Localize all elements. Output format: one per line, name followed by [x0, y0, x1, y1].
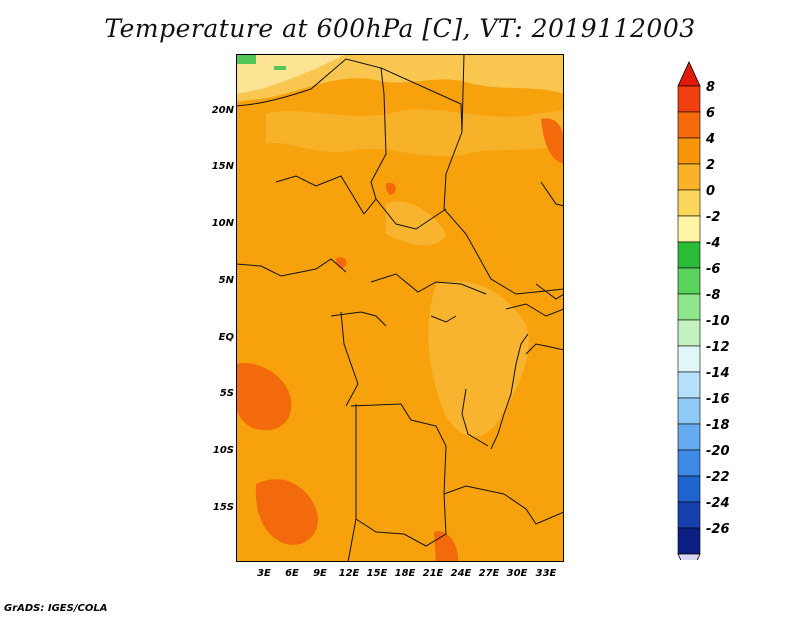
field-warm-c2 — [385, 182, 396, 195]
colorbar-swatch — [677, 85, 701, 113]
colorbar-swatch — [677, 189, 701, 217]
colorbar-label-4: 4 — [706, 132, 716, 147]
colorbar-label-m20: -20 — [706, 444, 730, 459]
colorbar-label-m16: -16 — [706, 392, 730, 407]
field-green-patch-2 — [274, 66, 286, 70]
colorbar-label-m12: -12 — [706, 340, 730, 355]
lon-label-27e: 27E — [478, 568, 500, 579]
lat-label-15s: 15S — [212, 502, 234, 513]
field-warm-sw — [236, 363, 292, 431]
colorbar-swatch — [677, 527, 701, 555]
colorbar-label-m18: -18 — [706, 418, 730, 433]
lon-label-9e: 9E — [313, 568, 327, 579]
colorbar-swatch — [677, 475, 701, 503]
lat-label-10n: 10N — [211, 218, 234, 229]
colorbar-label-m4: -4 — [706, 236, 721, 251]
colorbar-swatch — [677, 215, 701, 243]
map-frame — [236, 54, 564, 562]
lat-label-5s: 5S — [219, 388, 234, 399]
temperature-map — [236, 54, 564, 562]
colorbar-swatch — [677, 137, 701, 165]
colorbar-swatch — [677, 371, 701, 399]
lat-label-15n: 15N — [211, 161, 234, 172]
colorbar-swatch — [677, 345, 701, 373]
lon-label-12e: 12E — [338, 568, 360, 579]
colorbar-swatch — [677, 449, 701, 477]
lon-label-24e: 24E — [450, 568, 472, 579]
field-light-east — [428, 281, 529, 437]
lon-label-3e: 3E — [257, 568, 271, 579]
colorbar-label-m10: -10 — [706, 314, 730, 329]
colorbar-arrow-top — [677, 61, 701, 87]
colorbar-label-m22: -22 — [706, 470, 730, 485]
colorbar-swatch — [677, 501, 701, 529]
lon-label-21e: 21E — [422, 568, 444, 579]
lon-label-33e: 33E — [535, 568, 557, 579]
colorbar-label-m8: -8 — [706, 288, 721, 303]
grads-credit: GrADS: IGES/COLA — [4, 603, 108, 614]
colorbar-label-m24: -24 — [706, 496, 730, 511]
colorbar-swatch — [677, 163, 701, 191]
lat-label-10s: 10S — [212, 445, 234, 456]
colorbar — [677, 61, 701, 560]
colorbar-swatch — [677, 397, 701, 425]
colorbar-label-2: 2 — [706, 158, 716, 173]
colorbar-label-m6: -6 — [706, 262, 721, 277]
colorbar-label-0: 0 — [706, 184, 716, 199]
chart-title: Temperature at 600hPa [C], VT: 201911200… — [104, 14, 696, 43]
lon-label-30e: 30E — [506, 568, 528, 579]
country-borders — [236, 54, 564, 562]
field-warm-ne — [541, 118, 564, 164]
field-green-patch — [236, 54, 256, 64]
lat-label-eq: EQ — [218, 332, 234, 343]
lon-label-15e: 15E — [366, 568, 388, 579]
field-band-north-pale — [236, 54, 346, 94]
field-light-center — [386, 201, 446, 246]
lon-label-18e: 18E — [394, 568, 416, 579]
colorbar-swatch — [677, 423, 701, 451]
colorbar-label-m2: -2 — [706, 210, 721, 225]
colorbar-swatch — [677, 267, 701, 295]
field-warm-se — [434, 531, 458, 562]
colorbar-swatch — [677, 241, 701, 269]
field-band-north-mid — [266, 109, 564, 157]
colorbar-swatch — [677, 319, 701, 347]
colorbar-label-m26: -26 — [706, 522, 730, 537]
colorbar-arrow-bottom — [677, 553, 701, 560]
colorbar-label-8: 8 — [706, 80, 716, 95]
colorbar-swatch — [677, 111, 701, 139]
colorbar-label-m14: -14 — [706, 366, 730, 381]
colorbar-swatch — [677, 293, 701, 321]
lat-label-20n: 20N — [211, 105, 234, 116]
field-warm-s — [255, 479, 318, 545]
lon-label-6e: 6E — [285, 568, 299, 579]
colorbar-label-6: 6 — [706, 106, 716, 121]
lat-label-5n: 5N — [218, 275, 234, 286]
